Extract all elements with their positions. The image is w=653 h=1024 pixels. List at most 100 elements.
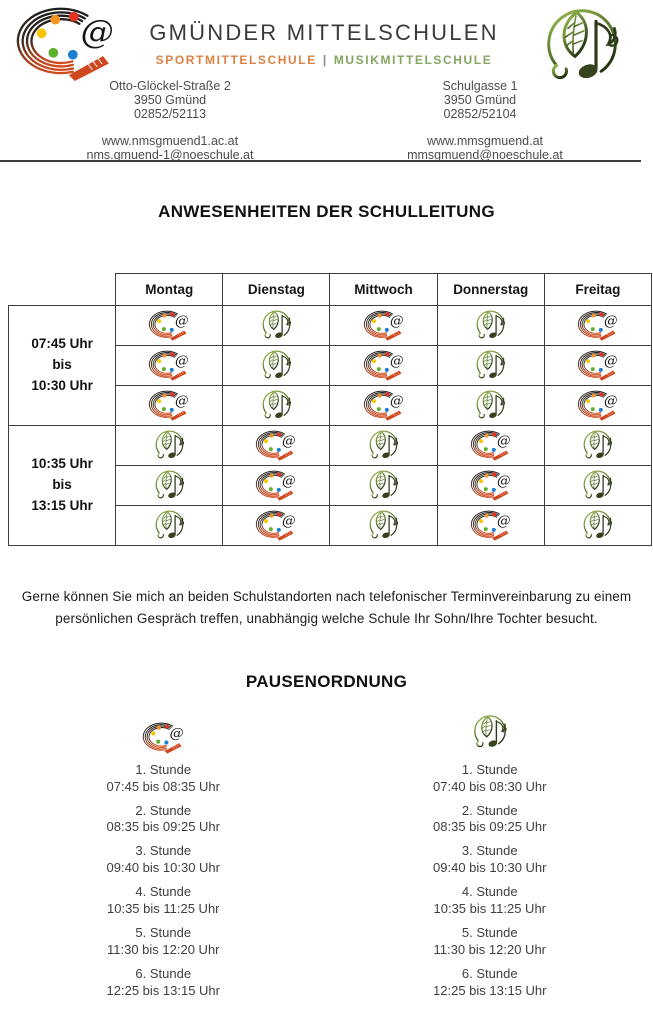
period-entry: 6. Stunde 12:25 bis 13:15 Uhr (0, 966, 327, 1000)
period-time: 11:30 bis 12:20 Uhr (433, 941, 547, 957)
period-time: 08:35 bis 09:25 Uhr (433, 819, 547, 835)
music-school-cell (543, 505, 653, 546)
attendance-table: Montag Dienstag Mittwoch Donnerstag Frei… (7, 273, 653, 546)
period-time: 07:45 bis 08:35 Uhr (106, 778, 220, 794)
music-school-cell (329, 425, 438, 466)
sport-school-logo-icon (575, 390, 621, 421)
period-label: 3. Stunde (461, 843, 518, 859)
music-school-logo-icon (580, 467, 615, 505)
period-time: 12:25 bis 13:15 Uhr (106, 982, 220, 998)
sport-school-logo-icon (253, 510, 299, 541)
address-line: Otto-Glöckel-Straße 2 (109, 79, 231, 93)
time-range-line: 13:15 Uhr (31, 497, 93, 513)
music-school-logo-icon (473, 387, 508, 425)
music-school-cell (543, 465, 653, 506)
period-entry: 3. Stunde 09:40 bis 10:30 Uhr (0, 843, 327, 877)
music-logo-box (327, 708, 653, 754)
day-header: Donnerstag (436, 273, 545, 306)
music-school-logo-icon (259, 347, 294, 385)
music-school-logo-icon (259, 307, 294, 345)
attendance-row: 07:45 Uhr bis 10:30 Uhr (7, 305, 653, 426)
website-text: www.nmsgmuend1.ac.at (101, 134, 239, 148)
period-entry: 6. Stunde 12:25 bis 13:15 Uhr (327, 966, 653, 1000)
period-label: 6. Stunde (135, 965, 192, 981)
music-school-logo-icon (470, 712, 510, 754)
period-entry: 5. Stunde 11:30 bis 12:20 Uhr (0, 925, 327, 959)
period-time: 07:40 bis 08:30 Uhr (433, 778, 547, 794)
sport-school-logo-icon (468, 510, 514, 541)
period-entry: 1. Stunde 07:40 bis 08:30 Uhr (327, 762, 653, 796)
period-label: 4. Stunde (461, 884, 518, 900)
attendance-row: 10:35 Uhr bis 13:15 Uhr (7, 425, 653, 546)
sport-school-cell (115, 385, 224, 426)
sport-school-address: Otto-Glöckel-Straße 2 3950 Gmünd 02852/5… (36, 79, 304, 121)
time-range-line: 10:35 Uhr (31, 456, 93, 472)
pause-column-sport: 1. Stunde 07:45 bis 08:35 Uhr 2. Stunde 08:… (0, 708, 327, 1007)
period-time: 08:35 bis 09:25 Uhr (106, 819, 220, 835)
music-school-cell (115, 505, 224, 546)
school-subtitle: SPORTMITTELSCHULE | MUSIKMITTELSCHULE (118, 53, 530, 67)
music-school-logo-icon (580, 427, 615, 465)
music-school-logo-icon (152, 507, 187, 545)
address-line: 02852/52104 (443, 107, 517, 121)
header-divider (0, 160, 641, 162)
period-entry: 2. Stunde 08:35 bis 09:25 Uhr (327, 803, 653, 837)
website-text: www.mmsgmuend.at (426, 134, 543, 148)
school-title-block: GMÜNDER MITTELSCHULEN SPORTMITTELSCHULE |… (118, 20, 530, 67)
time-range-line: bis (52, 477, 72, 493)
letterhead: GMÜNDER MITTELSCHULEN SPORTMITTELSCHULE |… (0, 0, 653, 170)
sport-school-logo-icon (253, 430, 299, 461)
sport-logo-box (0, 708, 327, 754)
time-range-line: 07:45 Uhr (31, 336, 93, 352)
period-entry: 1. Stunde 07:45 bis 08:35 Uhr (0, 762, 327, 796)
sport-school-cell (329, 305, 438, 346)
time-range-cell: 10:35 Uhr bis 13:15 Uhr (7, 425, 117, 546)
period-entry: 4. Stunde 10:35 bis 11:25 Uhr (327, 884, 653, 918)
time-range-line: bis (52, 357, 72, 373)
period-time: 11:30 bis 12:20 Uhr (107, 941, 220, 957)
time-range-line: 10:30 Uhr (31, 377, 93, 393)
period-label: 1. Stunde (135, 761, 192, 777)
sport-school-cell (115, 345, 224, 386)
period-entry: 4. Stunde 10:35 bis 11:25 Uhr (0, 884, 327, 918)
sport-school-cell (329, 345, 438, 386)
music-school-logo-icon (259, 387, 294, 425)
subtitle-music: MUSIKMITTELSCHULE (333, 53, 493, 67)
sport-school-logo-icon (146, 350, 192, 381)
music-school-links: www.mmsgmuend.at mmsgmuend@noeschule.at (350, 134, 620, 162)
sport-school-logo-icon (468, 470, 514, 501)
school-name: GMÜNDER MITTELSCHULEN (149, 20, 499, 45)
address-line: 02852/52113 (133, 107, 207, 121)
sport-school-logo-icon (361, 390, 407, 421)
day-header: Mittwoch (329, 273, 438, 306)
period-label: 4. Stunde (135, 884, 192, 900)
appointment-note: Gerne können Sie mich an beiden Schulsta… (21, 589, 632, 626)
pause-title: PAUSENORDNUNG (245, 671, 408, 691)
corner-cell (9, 274, 116, 306)
sport-school-cell (543, 385, 653, 426)
music-school-logo-icon (152, 467, 187, 505)
period-time: 09:40 bis 10:30 Uhr (433, 860, 547, 876)
address-line: 3950 Gmünd (133, 93, 207, 107)
sport-school-cell (543, 305, 653, 346)
music-school-cell (436, 385, 545, 426)
music-school-cell (436, 305, 545, 346)
day-header: Dienstag (222, 273, 331, 306)
attendance-row (9, 465, 653, 506)
period-label: 5. Stunde (461, 924, 518, 940)
music-school-cell (329, 505, 438, 546)
day-header: Freitag (543, 273, 653, 306)
sport-school-cell (436, 465, 545, 506)
period-entry: 5. Stunde 11:30 bis 12:20 Uhr (327, 925, 653, 959)
sport-school-links: www.nmsgmuend1.ac.at nms.gmuend-1@noesch… (26, 134, 314, 162)
sport-school-cell (222, 425, 331, 466)
period-time: 10:35 bis 11:25 Uhr (107, 900, 220, 916)
period-label: 6. Stunde (461, 965, 518, 981)
sport-school-logo-icon (140, 722, 187, 754)
music-school-address: Schulgasse 1 3950 Gmünd 02852/52104 (352, 79, 608, 121)
address-line: 3950 Gmünd (443, 93, 517, 107)
time-range-cell: 07:45 Uhr bis 10:30 Uhr (7, 305, 117, 426)
attendance-title: ANWESENHEITEN DER SCHULLEITUNG (158, 202, 495, 221)
period-time: 09:40 bis 10:30 Uhr (106, 860, 220, 876)
